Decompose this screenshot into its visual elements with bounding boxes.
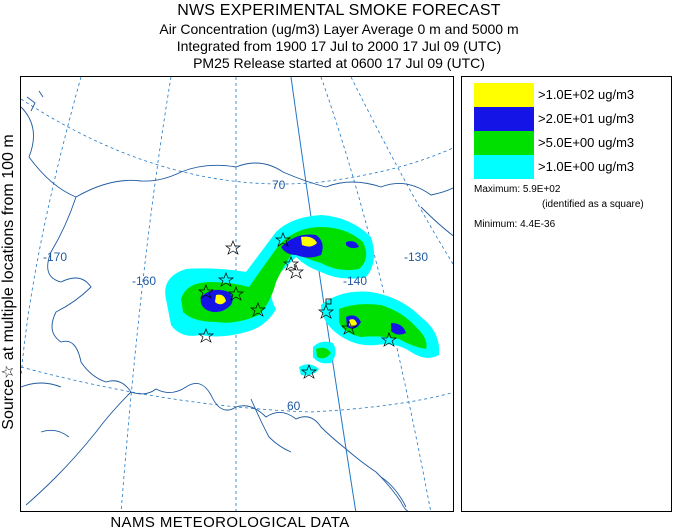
integration-period: Integrated from 1900 17 Jul to 2000 17 J… <box>176 38 502 54</box>
lon-130-label: -130 <box>404 250 429 264</box>
source-label: Source☆ at multiple locations from 100 m <box>0 134 17 430</box>
maximum-marker <box>325 298 332 305</box>
legend-item: >2.0E+01 ug/m3 <box>474 107 670 131</box>
data-source-footer: NAMS METEOROLOGICAL DATA <box>110 514 350 531</box>
smoke-map: 70 60 -170 -160 -140 -130 <box>20 76 454 512</box>
map-canvas <box>21 77 453 511</box>
release-info: PM25 Release started at 0600 17 Jul 09 (… <box>193 55 485 71</box>
legend-swatch-green <box>474 131 534 155</box>
legend-label: >1.0E+02 ug/m3 <box>538 87 635 102</box>
legend-item: >5.0E+00 ug/m3 <box>474 131 670 155</box>
lon-170-label: -170 <box>43 250 68 264</box>
lon-140-label: -140 <box>343 274 368 288</box>
smoke-plumes <box>165 215 440 376</box>
legend-label: >2.0E+01 ug/m3 <box>538 111 635 126</box>
lat-70-label: 70 <box>272 178 286 192</box>
coastline <box>21 90 453 511</box>
legend-item: >1.0E+02 ug/m3 <box>474 83 670 107</box>
legend-swatch-yellow <box>474 83 534 107</box>
central-meridian <box>290 77 357 511</box>
maximum-note: (identified as a square) <box>542 199 644 210</box>
minimum-value: Minimum: 4.4E-36 <box>474 219 556 230</box>
legend-label: >1.0E+00 ug/m3 <box>538 159 635 174</box>
legend-swatch-blue <box>474 107 534 131</box>
forecast-title: NWS EXPERIMENTAL SMOKE FORECAST <box>177 2 501 19</box>
source-markers <box>197 232 398 379</box>
legend-swatch-cyan <box>474 155 534 179</box>
lon-160-label: -160 <box>132 274 157 288</box>
maximum-value: Maximum: 5.9E+02 <box>474 184 561 195</box>
concentration-subtitle: Air Concentration (ug/m3) Layer Average … <box>159 21 519 37</box>
lat-60-label: 60 <box>287 399 301 413</box>
legend-panel: >1.0E+02 ug/m3 >2.0E+01 ug/m3 >5.0E+00 u… <box>461 76 672 512</box>
legend-item: >1.0E+00 ug/m3 <box>474 155 670 179</box>
legend-label: >5.0E+00 ug/m3 <box>538 135 635 150</box>
